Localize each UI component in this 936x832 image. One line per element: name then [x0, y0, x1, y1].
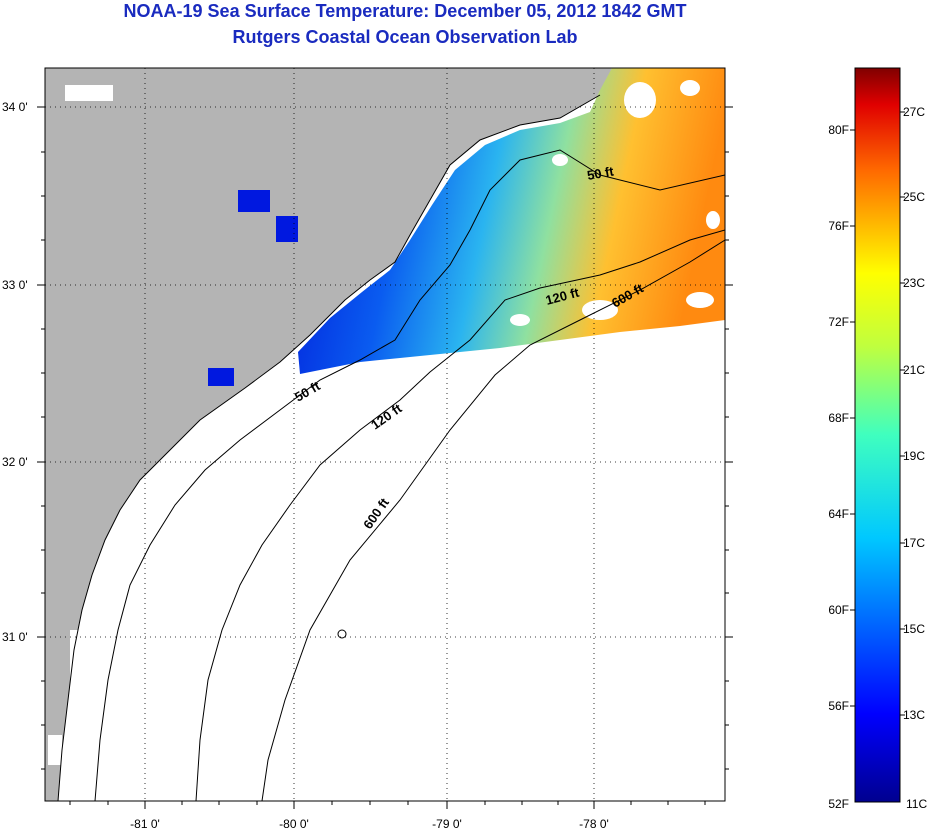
contour-label-50ft-north: 50 ft [586, 163, 616, 183]
map-area: 50 ft 120 ft 600 ft 50 ft 120 ft 600 ft [45, 68, 725, 801]
lat-label-34: 34 0' [2, 100, 28, 114]
map-frame [44, 67, 726, 802]
map-subtitle: Rutgers Coastal Ocean Observation Lab [232, 27, 578, 47]
seamount-contour [337, 629, 347, 639]
legend-f-68: 68F [828, 411, 849, 425]
lon-label-78: -78 0' [579, 817, 609, 831]
coastline [57, 94, 601, 801]
legend-f-52: 52F [828, 797, 849, 811]
legend-f-64: 64F [828, 507, 849, 521]
legend-f-72: 72F [828, 315, 849, 329]
lat-label-32: 32 0' [2, 455, 28, 469]
legend-f-56: 56F [828, 699, 849, 713]
inland-water [208, 190, 298, 386]
sst-swath [298, 68, 725, 374]
legend-colorbar [854, 67, 901, 803]
legend-c-17: 17C [903, 536, 925, 550]
isobath-600ft [261, 239, 725, 801]
lat-ticks [37, 106, 733, 770]
legend-c-11: 11C [906, 797, 927, 811]
legend-f-80: 80F [828, 123, 849, 137]
legend-c-21: 21C [903, 363, 925, 377]
isobath-50ft [94, 149, 725, 801]
legend-c-13: 13C [903, 708, 925, 722]
lon-label-81: -81 0' [130, 817, 160, 831]
temperature-legend: 80F 76F 72F 68F 64F 60F 56F 52F 27C 25C … [828, 67, 927, 811]
map-title: NOAA-19 Sea Surface Temperature: Decembe… [123, 1, 687, 21]
lon-label-79: -79 0' [432, 817, 462, 831]
land-mass [45, 68, 612, 801]
legend-c-25: 25C [903, 190, 925, 204]
legend-f-76: 76F [828, 219, 849, 233]
isobath-120ft [195, 229, 725, 801]
legend-c-27: 27C [903, 105, 925, 119]
legend-c-19: 19C [903, 449, 925, 463]
legend-c-15: 15C [903, 622, 925, 636]
grid-lines [45, 68, 725, 801]
lon-label-80: -80 0' [279, 817, 309, 831]
legend-f-60: 60F [828, 603, 849, 617]
lat-label-31: 31 0' [2, 630, 28, 644]
legend-c-23: 23C [903, 276, 925, 290]
lon-ticks [69, 801, 706, 809]
land-nodata [48, 85, 113, 765]
lat-label-33: 33 0' [2, 278, 28, 292]
